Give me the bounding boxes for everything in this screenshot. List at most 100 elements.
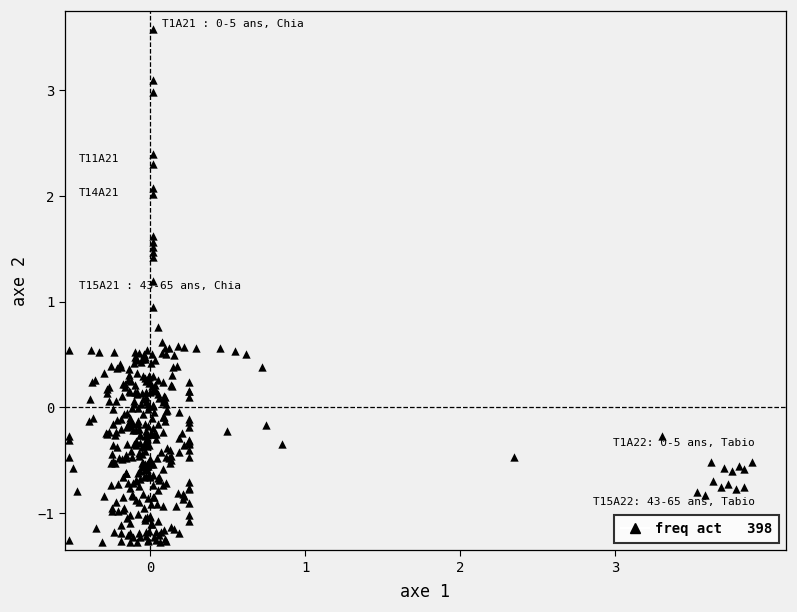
Point	[156, 480, 169, 490]
Point	[114, 359, 127, 369]
Point	[178, 342, 190, 352]
Point	[147, 160, 159, 170]
Point	[120, 468, 132, 478]
Point	[115, 537, 128, 547]
Point	[146, 520, 159, 529]
Point	[183, 414, 195, 424]
Point	[139, 465, 151, 475]
Point	[124, 510, 136, 520]
Point	[136, 449, 149, 459]
Point	[128, 439, 140, 449]
Point	[105, 449, 118, 459]
Point	[183, 386, 195, 396]
Point	[140, 376, 153, 386]
Point	[139, 373, 151, 383]
Point	[123, 364, 135, 374]
Point	[175, 428, 188, 438]
Point	[107, 440, 120, 450]
Point	[130, 425, 143, 435]
Point	[714, 482, 727, 491]
Point	[183, 510, 195, 520]
Point	[154, 537, 167, 547]
Point	[159, 452, 172, 462]
Point	[141, 434, 154, 444]
Point	[136, 371, 149, 381]
Point	[134, 474, 147, 484]
Point	[118, 382, 131, 392]
Point	[127, 491, 139, 501]
Point	[109, 427, 122, 437]
Point	[171, 488, 184, 498]
Point	[116, 472, 129, 482]
Point	[705, 458, 718, 468]
Point	[104, 480, 117, 490]
Text: T1A21 : 0-5 ans, Chia: T1A21 : 0-5 ans, Chia	[163, 19, 304, 29]
Point	[120, 513, 133, 523]
Point	[139, 446, 151, 456]
Point	[707, 477, 720, 487]
Point	[132, 468, 144, 477]
Point	[137, 394, 150, 403]
Point	[157, 412, 170, 422]
Point	[100, 428, 112, 438]
Point	[87, 413, 100, 423]
Point	[276, 439, 289, 449]
Point	[127, 419, 139, 428]
Point	[147, 237, 159, 247]
Point	[133, 466, 146, 476]
Point	[124, 528, 136, 538]
Point	[135, 400, 147, 409]
Point	[146, 470, 159, 480]
Point	[140, 512, 153, 522]
Text: T14A21: T14A21	[79, 188, 119, 198]
Point	[156, 337, 169, 347]
Point	[132, 348, 145, 358]
Point	[147, 183, 159, 193]
Point	[165, 451, 178, 461]
Point	[124, 518, 136, 528]
Point	[155, 447, 167, 457]
Point	[134, 438, 147, 448]
Point	[138, 472, 151, 482]
Point	[147, 242, 159, 252]
Text: T15A21 : 43-65 ans, Chia: T15A21 : 43-65 ans, Chia	[79, 281, 241, 291]
Point	[147, 424, 159, 433]
Point	[183, 386, 195, 396]
Point	[140, 441, 153, 451]
Point	[143, 470, 155, 480]
Point	[160, 479, 173, 488]
Point	[147, 407, 160, 417]
Point	[97, 491, 110, 501]
Point	[139, 436, 152, 446]
Point	[108, 458, 121, 468]
Point	[139, 354, 151, 364]
Point	[163, 453, 175, 463]
Point	[136, 489, 149, 499]
Y-axis label: axe 2: axe 2	[11, 256, 29, 305]
Point	[178, 441, 190, 450]
Point	[162, 343, 175, 353]
Point	[126, 452, 139, 462]
Point	[105, 506, 118, 515]
Point	[137, 349, 150, 359]
Point	[158, 412, 171, 422]
Point	[63, 535, 76, 545]
Point	[183, 417, 195, 427]
Point	[141, 536, 154, 545]
Point	[143, 512, 156, 521]
Point	[745, 458, 758, 468]
Point	[108, 528, 120, 537]
Point	[124, 483, 136, 493]
Point	[139, 513, 151, 523]
Point	[128, 387, 141, 397]
Point	[108, 430, 121, 440]
Point	[126, 490, 139, 500]
Point	[131, 389, 143, 399]
Point	[151, 516, 164, 526]
Point	[183, 376, 195, 386]
Point	[139, 392, 152, 401]
Point	[117, 506, 130, 515]
Point	[114, 528, 127, 537]
Point	[132, 528, 145, 537]
Point	[143, 375, 155, 385]
